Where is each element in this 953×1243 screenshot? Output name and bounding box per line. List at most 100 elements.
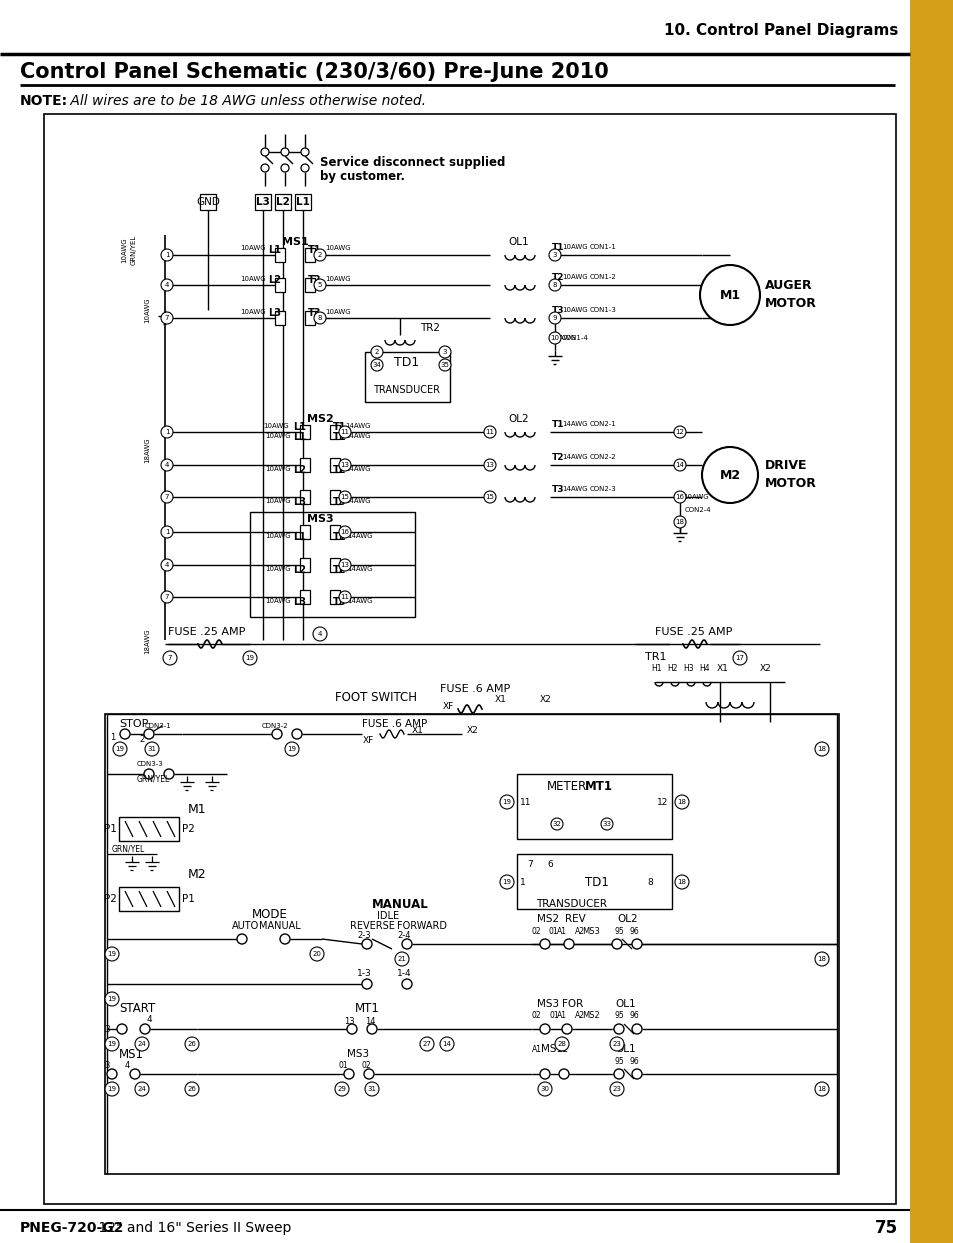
Bar — [299, 590, 310, 604]
Text: 7: 7 — [165, 314, 169, 321]
Text: MANUAL: MANUAL — [258, 921, 300, 931]
Bar — [299, 457, 310, 472]
Text: STOP: STOP — [119, 718, 149, 728]
Text: OL1: OL1 — [615, 1044, 635, 1054]
Text: 18: 18 — [677, 879, 686, 885]
Circle shape — [144, 728, 153, 740]
Text: TR1: TR1 — [644, 653, 666, 663]
Text: FOR: FOR — [561, 999, 582, 1009]
Text: 11: 11 — [340, 429, 349, 435]
Text: 10AWG: 10AWG — [561, 273, 587, 280]
Text: GND: GND — [196, 196, 220, 208]
Text: X1: X1 — [412, 726, 423, 735]
Circle shape — [614, 1024, 623, 1034]
Bar — [200, 194, 215, 210]
Text: FUSE .25 AMP: FUSE .25 AMP — [655, 626, 732, 636]
Text: 18: 18 — [817, 1086, 825, 1093]
Text: 10AWG: 10AWG — [682, 493, 708, 500]
Text: 18: 18 — [817, 746, 825, 752]
Text: P1: P1 — [182, 894, 194, 904]
Text: 23: 23 — [612, 1086, 620, 1093]
Text: 1-3: 1-3 — [356, 970, 372, 978]
Bar — [299, 525, 310, 539]
Text: 19: 19 — [245, 655, 254, 661]
Text: L1: L1 — [293, 433, 306, 443]
Text: M2: M2 — [719, 469, 740, 481]
Text: 10. Control Panel Diagrams: 10. Control Panel Diagrams — [663, 22, 897, 37]
Text: CON2-1: CON2-1 — [589, 421, 616, 428]
Text: by customer.: by customer. — [319, 169, 405, 183]
Circle shape — [439, 1037, 454, 1052]
Text: 14AWG: 14AWG — [345, 423, 370, 429]
Text: 10AWG: 10AWG — [121, 237, 127, 262]
Text: MODE: MODE — [252, 907, 288, 921]
Text: 3: 3 — [552, 252, 557, 259]
Text: 12: 12 — [675, 429, 683, 435]
Circle shape — [338, 426, 351, 438]
Text: H2: H2 — [666, 664, 677, 672]
Text: 14: 14 — [675, 462, 683, 469]
Text: FOOT SWITCH: FOOT SWITCH — [335, 691, 416, 704]
Text: T1: T1 — [552, 419, 564, 429]
Text: 20: 20 — [313, 951, 321, 957]
Text: MOTOR: MOTOR — [764, 297, 816, 310]
Bar — [305, 249, 314, 262]
Text: 14AWG: 14AWG — [347, 533, 372, 539]
Circle shape — [539, 938, 550, 948]
Text: 16: 16 — [675, 493, 684, 500]
Text: 26: 26 — [188, 1040, 196, 1047]
Text: P2: P2 — [182, 824, 194, 834]
Text: A2: A2 — [575, 926, 584, 936]
Circle shape — [631, 1024, 641, 1034]
Circle shape — [347, 1024, 356, 1034]
Text: FORWARD: FORWARD — [396, 921, 447, 931]
Circle shape — [185, 1037, 199, 1052]
Text: GRN/YEL: GRN/YEL — [131, 235, 137, 265]
Circle shape — [105, 992, 119, 1006]
Circle shape — [112, 742, 127, 756]
Text: FUSE .6 AMP: FUSE .6 AMP — [361, 718, 427, 728]
Text: CON2-2: CON2-2 — [589, 454, 616, 460]
Text: H4: H4 — [699, 664, 709, 672]
Text: CON1-3: CON1-3 — [589, 307, 617, 313]
Text: All wires are to be 18 AWG unless otherwise noted.: All wires are to be 18 AWG unless otherw… — [66, 94, 426, 108]
Text: METER: METER — [546, 779, 587, 793]
Circle shape — [548, 278, 560, 291]
Text: 10AWG: 10AWG — [144, 297, 150, 323]
Circle shape — [675, 796, 688, 809]
Text: 01: 01 — [548, 926, 558, 936]
Text: X1: X1 — [717, 664, 728, 672]
Text: 10AWG: 10AWG — [263, 423, 289, 429]
Text: 10AWG: 10AWG — [325, 245, 351, 251]
Text: L2: L2 — [275, 196, 290, 208]
Circle shape — [563, 938, 574, 948]
Text: 11: 11 — [485, 429, 494, 435]
Text: CDN3-3: CDN3-3 — [137, 761, 164, 767]
Text: 13: 13 — [485, 462, 494, 469]
Circle shape — [338, 459, 351, 471]
Text: NOTE:: NOTE: — [20, 94, 68, 108]
Text: 8: 8 — [646, 878, 652, 886]
Text: MS2: MS2 — [581, 1012, 599, 1021]
Bar — [119, 817, 179, 842]
Text: 11: 11 — [340, 594, 349, 600]
Text: GRN/YEL: GRN/YEL — [112, 844, 145, 854]
Circle shape — [301, 164, 309, 172]
Text: 02: 02 — [361, 1062, 372, 1070]
Text: TRANSDUCER: TRANSDUCER — [536, 899, 607, 909]
Text: H1: H1 — [650, 664, 660, 672]
Text: MT1: MT1 — [584, 779, 613, 793]
Text: 15: 15 — [485, 493, 494, 500]
Text: T2: T2 — [552, 272, 564, 281]
Circle shape — [243, 651, 256, 665]
Circle shape — [120, 728, 130, 740]
Text: AUTO: AUTO — [232, 921, 259, 931]
Circle shape — [631, 938, 641, 948]
Bar — [274, 278, 285, 292]
Circle shape — [161, 526, 172, 538]
Text: 23: 23 — [612, 1040, 620, 1047]
Circle shape — [371, 359, 382, 370]
Circle shape — [673, 491, 685, 503]
Text: FUSE .25 AMP: FUSE .25 AMP — [168, 626, 245, 636]
Text: L1: L1 — [268, 245, 281, 255]
